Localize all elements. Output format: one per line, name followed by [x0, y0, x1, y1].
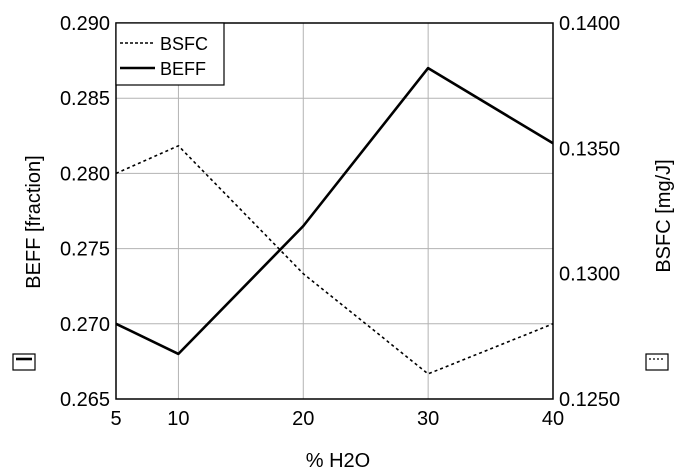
right-tick-label: 0.1300 — [559, 264, 620, 286]
right-axis-ticks: 0.1250 0.1300 0.1350 0.1400 — [559, 13, 620, 411]
x-axis-title: % H2O — [306, 450, 370, 472]
legend-box — [115, 22, 225, 86]
left-tick-label: 0.280 — [60, 163, 110, 185]
left-axis-title: BEFF [fraction] — [23, 155, 45, 288]
x-tick-label: 20 — [292, 408, 314, 430]
left-axis-series-key — [12, 353, 36, 371]
right-tick-label: 0.1250 — [559, 389, 620, 411]
left-tick-label: 0.275 — [60, 239, 110, 261]
right-axis-series-key — [645, 353, 669, 371]
series-line-beff — [115, 66, 554, 356]
left-tick-label: 0.290 — [60, 13, 110, 35]
legend-beff-label: BEFF — [160, 59, 206, 79]
series-layer — [115, 66, 554, 375]
x-tick-label: 5 — [110, 408, 121, 430]
legend: BSFC BEFF — [115, 22, 225, 86]
left-tick-label: 0.270 — [60, 314, 110, 336]
plot-frame — [115, 22, 554, 400]
x-tick-label: 30 — [417, 408, 439, 430]
x-tick-label: 40 — [542, 408, 564, 430]
right-axis-title: BSFC [mg/J] — [653, 159, 675, 272]
x-axis-ticks: 5 10 20 30 40 — [110, 408, 564, 430]
left-axis-ticks: 0.265 0.270 0.275 0.280 0.285 0.290 — [60, 13, 110, 411]
x-tick-label: 10 — [167, 408, 189, 430]
right-tick-label: 0.1400 — [559, 13, 620, 35]
legend-bsfc-label: BSFC — [160, 34, 208, 54]
series-line-bsfc — [115, 145, 554, 375]
right-tick-label: 0.1350 — [559, 138, 620, 160]
left-tick-label: 0.285 — [60, 88, 110, 110]
left-tick-label: 0.265 — [60, 389, 110, 411]
